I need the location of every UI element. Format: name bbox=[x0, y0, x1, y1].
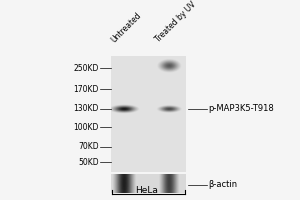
Text: 130KD: 130KD bbox=[74, 104, 99, 113]
Text: HeLa: HeLa bbox=[136, 186, 158, 195]
Text: 250KD: 250KD bbox=[74, 64, 99, 73]
Text: Treated by UV: Treated by UV bbox=[154, 0, 198, 44]
Text: β-actin: β-actin bbox=[208, 180, 238, 189]
Text: 100KD: 100KD bbox=[74, 123, 99, 132]
Text: 50KD: 50KD bbox=[78, 158, 99, 167]
Text: Untreated: Untreated bbox=[109, 11, 143, 44]
Text: 170KD: 170KD bbox=[74, 85, 99, 94]
Text: 70KD: 70KD bbox=[78, 142, 99, 151]
Text: p-MAP3K5-T918: p-MAP3K5-T918 bbox=[208, 104, 274, 113]
